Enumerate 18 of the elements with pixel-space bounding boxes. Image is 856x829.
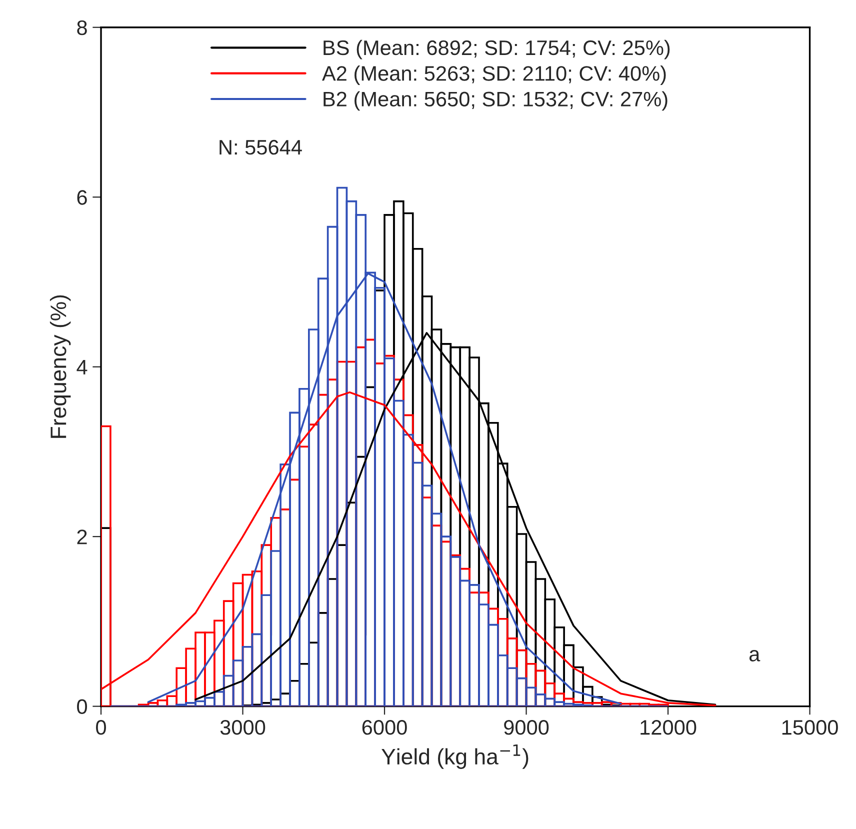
x-tick-label: 0 <box>96 720 106 735</box>
y-tick-label: 6 <box>77 190 87 205</box>
y-tick-label: 4 <box>76 360 88 374</box>
x-tick-label: 3000 <box>220 720 266 735</box>
x-axis-title: Yield (kg ha$^{−1}$) <box>382 744 528 769</box>
legend-label: B2 (Mean: 5650; SD: 1532; CV: 27%) <box>324 91 668 111</box>
y-axis-title: Frequency (%) <box>50 295 71 438</box>
annotation: a <box>749 650 760 662</box>
legend-label: A2 (Mean: 5263; SD: 2110; CV: 40%) <box>322 66 666 85</box>
y-tick-label: 8 <box>77 20 87 36</box>
x-tick-label: 15000 <box>782 720 838 735</box>
x-tick-label: 12000 <box>640 720 696 735</box>
x-tick-label: 9000 <box>504 720 549 735</box>
annotation: N: 55644 <box>220 140 302 155</box>
y-tick-label: 0 <box>77 699 87 714</box>
y-tick-label: 2 <box>77 530 87 544</box>
legend-label: BS (Mean: 6892; SD: 1754; CV: 25%) <box>324 40 670 60</box>
x-tick-label: 6000 <box>362 720 407 735</box>
